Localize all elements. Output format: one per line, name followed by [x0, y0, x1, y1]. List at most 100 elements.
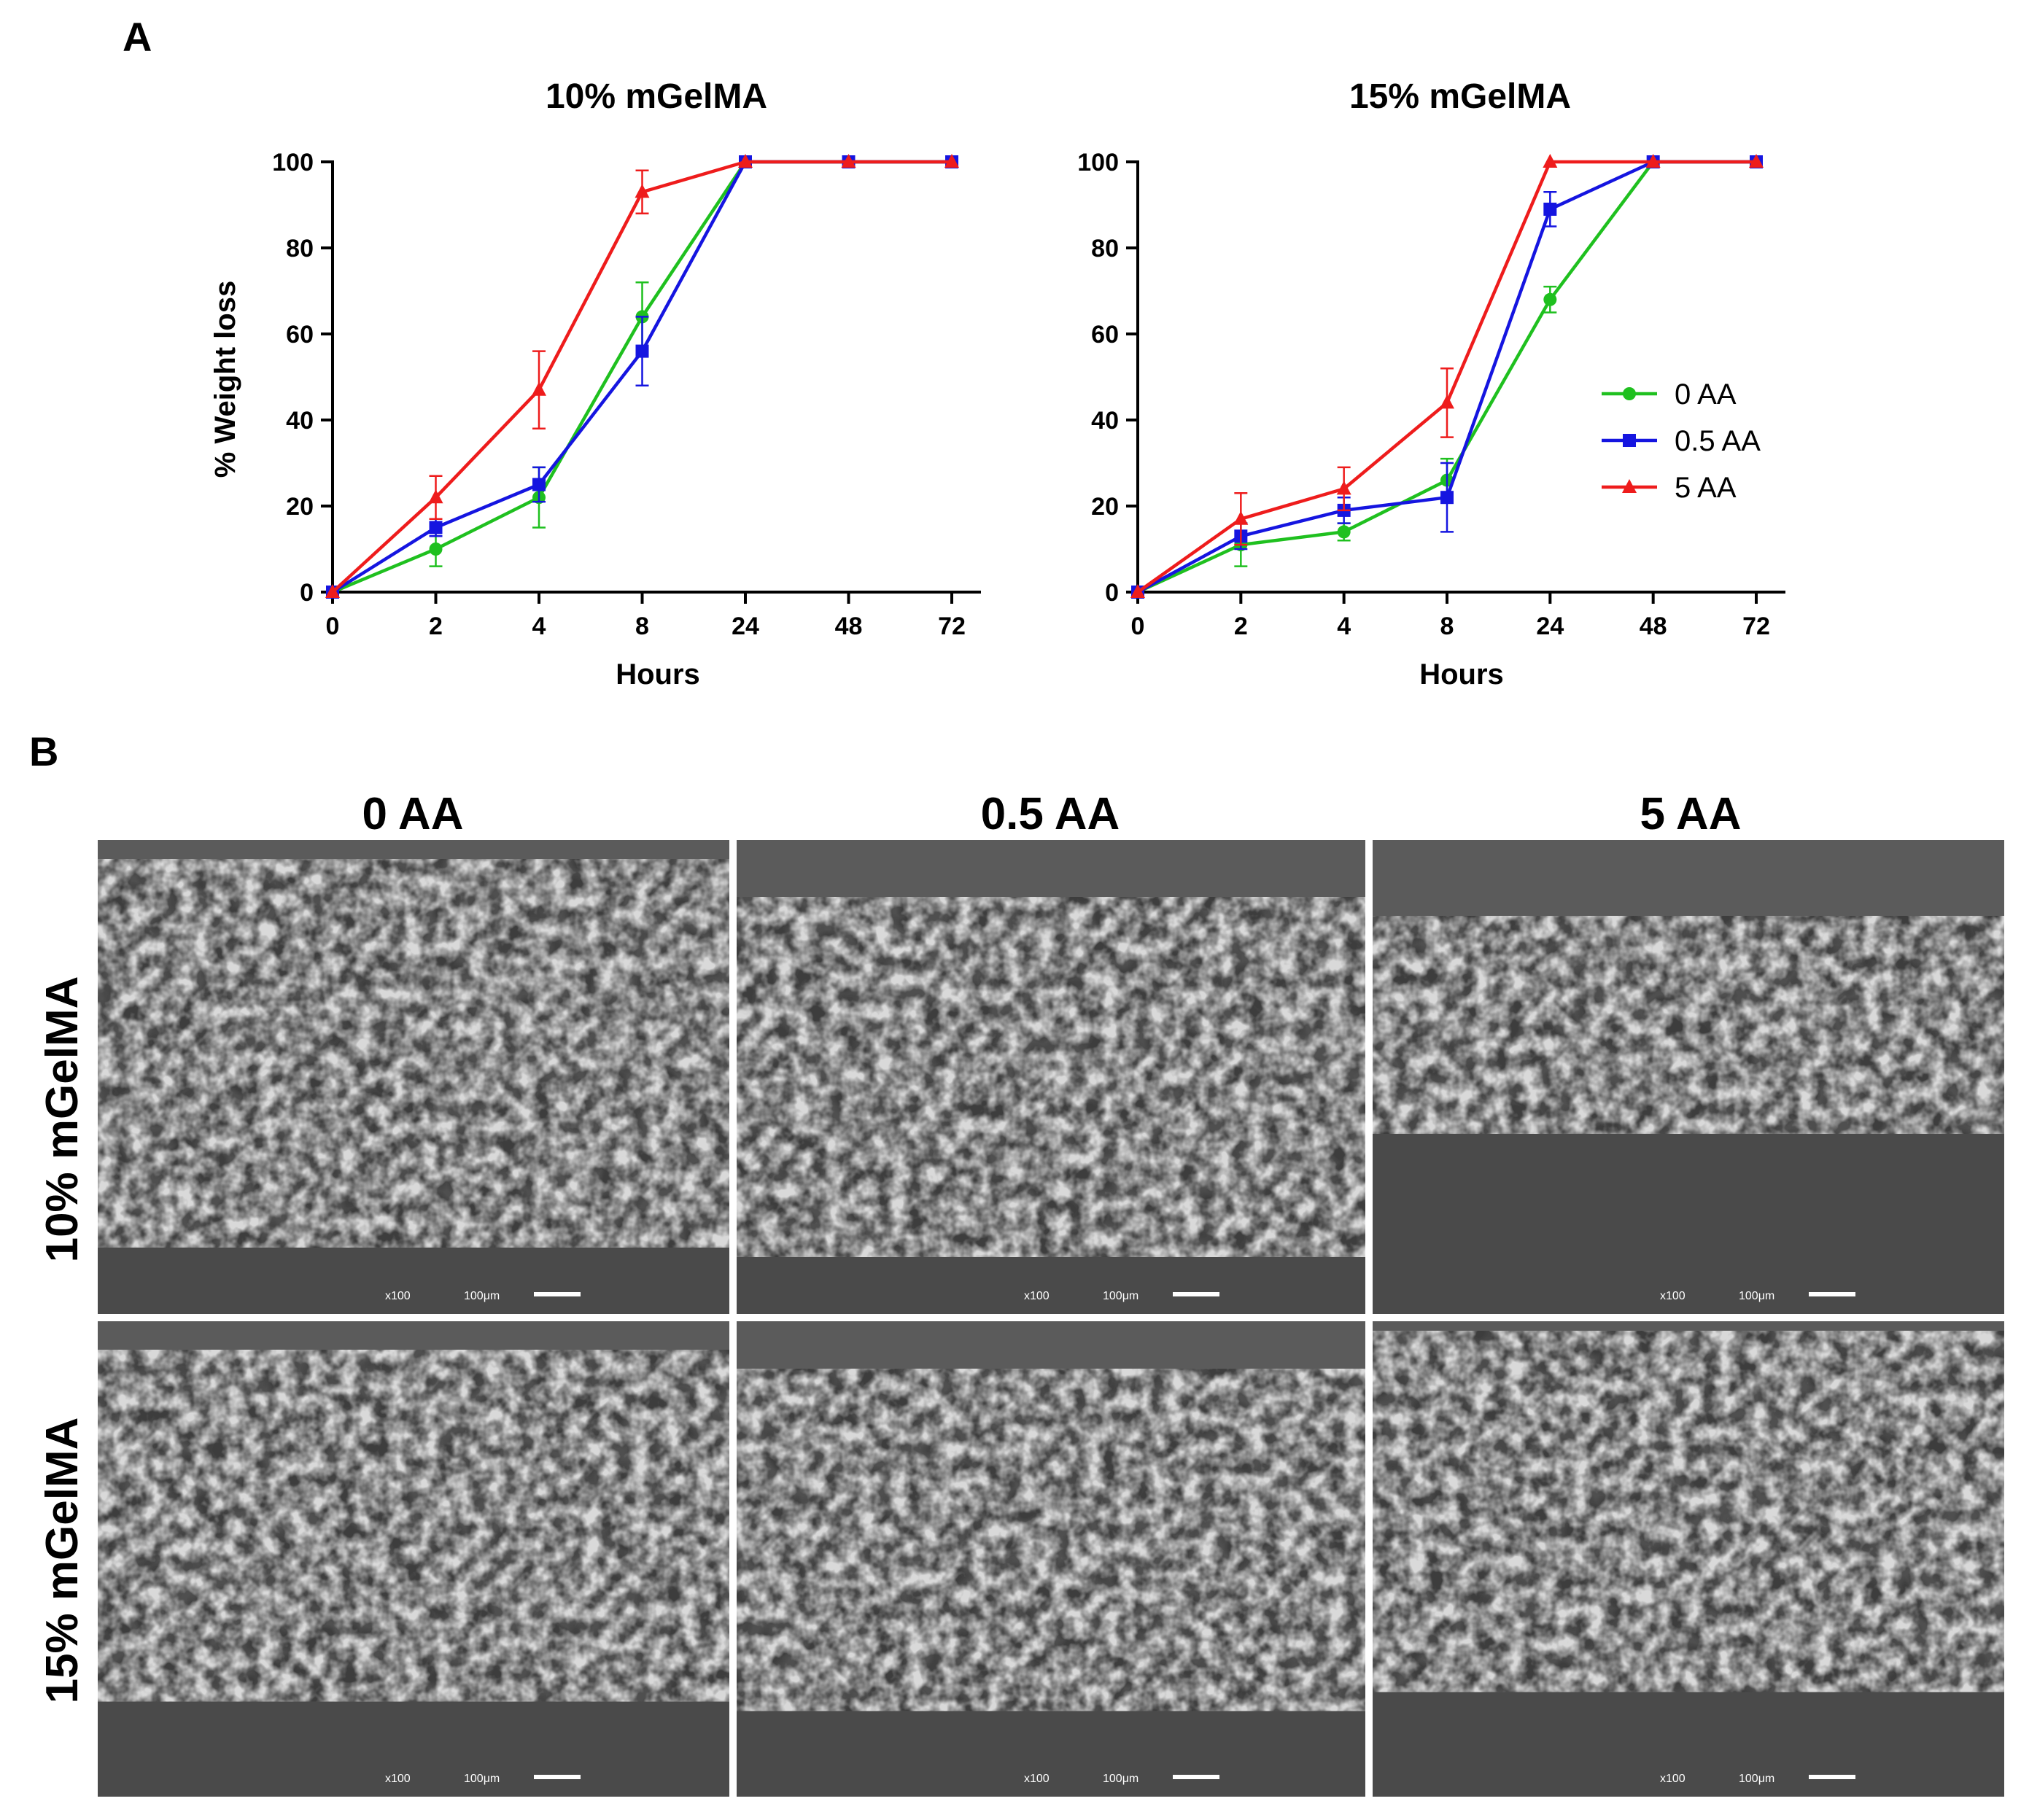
series-5-aa: [325, 154, 959, 598]
sem-magnification: x100: [385, 1290, 411, 1302]
sem-magnification: x100: [1660, 1290, 1686, 1302]
y-tick-label: 20: [286, 493, 314, 521]
x-tick-label: 72: [1742, 612, 1770, 640]
x-axis-label: Hours: [1419, 658, 1504, 691]
column-header-0-5-aa: 0.5 AA: [981, 789, 1120, 839]
data-point: [325, 584, 340, 598]
data-point: [1130, 584, 1145, 598]
chart-title: 15% mGelMA: [1349, 77, 1571, 116]
data-point: [1543, 292, 1557, 306]
y-tick-label: 100: [1077, 149, 1119, 176]
y-tick-label: 40: [286, 407, 314, 435]
y-tick-label: 60: [286, 321, 314, 349]
y-tick-label: 100: [272, 149, 314, 176]
data-point: [532, 478, 546, 491]
x-tick-label: 4: [1337, 612, 1351, 640]
sem-scale-bar: [1809, 1775, 1855, 1779]
sem-scale-label: 100μm: [1103, 1290, 1138, 1302]
data-point: [429, 542, 443, 556]
sem-magnification: x100: [1660, 1773, 1686, 1785]
sem-substrate: [1373, 1692, 2004, 1797]
panel-b-letter: B: [29, 728, 58, 774]
data-point: [1233, 510, 1249, 525]
x-tick-label: 72: [938, 612, 966, 640]
legend-marker: [1623, 434, 1636, 447]
legend-item: 5 AA: [1602, 472, 1737, 504]
y-tick-label: 0: [1105, 579, 1119, 607]
sem-scale-bar: [534, 1775, 581, 1779]
sem-scale-bar: [1809, 1292, 1855, 1296]
data-point: [1645, 154, 1661, 168]
sem-scale-label: 100μm: [464, 1290, 500, 1302]
sem-scale-bar: [1173, 1775, 1219, 1779]
sem-image: x100 100μm: [1373, 840, 2004, 1314]
sem-substrate: [98, 1248, 729, 1314]
y-tick-label: 60: [1091, 321, 1119, 349]
data-point: [635, 344, 649, 358]
x-tick-label: 0: [1131, 612, 1145, 640]
data-point: [532, 381, 546, 396]
legend-marker: [1623, 387, 1636, 400]
legend-label: 5 AA: [1675, 472, 1737, 504]
sem-image: x100 100μm: [98, 840, 729, 1314]
sem-porous-layer: [737, 897, 1365, 1257]
x-tick-label: 0: [326, 612, 340, 640]
data-point: [635, 184, 650, 198]
data-point: [738, 154, 753, 168]
sem-porous-layer: [98, 1350, 729, 1702]
sem-image: x100 100μm: [98, 1321, 729, 1797]
x-tick-label: 24: [732, 612, 759, 640]
sem-magnification: x100: [1024, 1773, 1050, 1785]
data-point: [1749, 154, 1764, 168]
sem-scale-label: 100μm: [1739, 1290, 1774, 1302]
column-header-5-aa: 5 AA: [1640, 789, 1742, 839]
sem-porous-layer: [737, 1369, 1365, 1711]
data-point: [1440, 491, 1454, 505]
x-tick-label: 48: [1640, 612, 1667, 640]
x-tick-label: 2: [429, 612, 443, 640]
sem-scale-bar: [1173, 1292, 1219, 1296]
sem-porous-layer: [98, 859, 729, 1248]
series-0-5-aa: [326, 155, 958, 599]
chart-title: 10% mGelMA: [546, 77, 767, 116]
sem-substrate: [737, 1257, 1365, 1314]
series-5-aa: [1130, 154, 1764, 598]
sem-substrate: [1373, 1134, 2004, 1314]
sem-porous-layer: [1373, 1331, 2004, 1692]
column-header-0-aa: 0 AA: [362, 789, 464, 839]
y-tick-label: 80: [286, 235, 314, 262]
y-tick-label: 40: [1091, 407, 1119, 435]
legend-item: 0.5 AA: [1602, 425, 1761, 457]
y-axis-label: % Weight loss: [209, 281, 241, 478]
data-point: [1336, 481, 1351, 495]
sem-image: x100 100μm: [737, 1321, 1365, 1797]
sem-scale-label: 100μm: [1103, 1773, 1138, 1785]
chart-10-percent-mgelma: 10% mGelMA % Weight loss Hours 020406080…: [209, 77, 981, 691]
y-tick-label: 0: [300, 579, 314, 607]
x-tick-label: 48: [835, 612, 863, 640]
sem-substrate: [737, 1711, 1365, 1797]
data-point: [841, 154, 856, 168]
sem-magnification: x100: [1024, 1290, 1050, 1302]
data-point: [429, 521, 443, 534]
sem-scale-bar: [534, 1292, 581, 1296]
legend-marker: [1622, 479, 1637, 493]
sem-image: x100 100μm: [737, 840, 1365, 1314]
x-tick-label: 8: [1440, 612, 1454, 640]
legend-label: 0 AA: [1675, 378, 1737, 411]
data-point: [944, 154, 959, 168]
sem-image: x100 100μm: [1373, 1321, 2004, 1797]
sem-porous-layer: [1373, 916, 2004, 1134]
x-tick-label: 4: [532, 612, 546, 640]
legend-label: 0.5 AA: [1675, 425, 1761, 457]
sem-scale-label: 100μm: [1739, 1773, 1774, 1785]
x-tick-label: 8: [635, 612, 649, 640]
sem-substrate: [98, 1701, 729, 1797]
data-point: [1543, 202, 1557, 216]
row-header-10-percent: 10% mGelMA: [37, 976, 88, 1263]
sem-scale-label: 100μm: [464, 1773, 500, 1785]
sem-magnification: x100: [385, 1773, 411, 1785]
data-point: [428, 489, 443, 504]
